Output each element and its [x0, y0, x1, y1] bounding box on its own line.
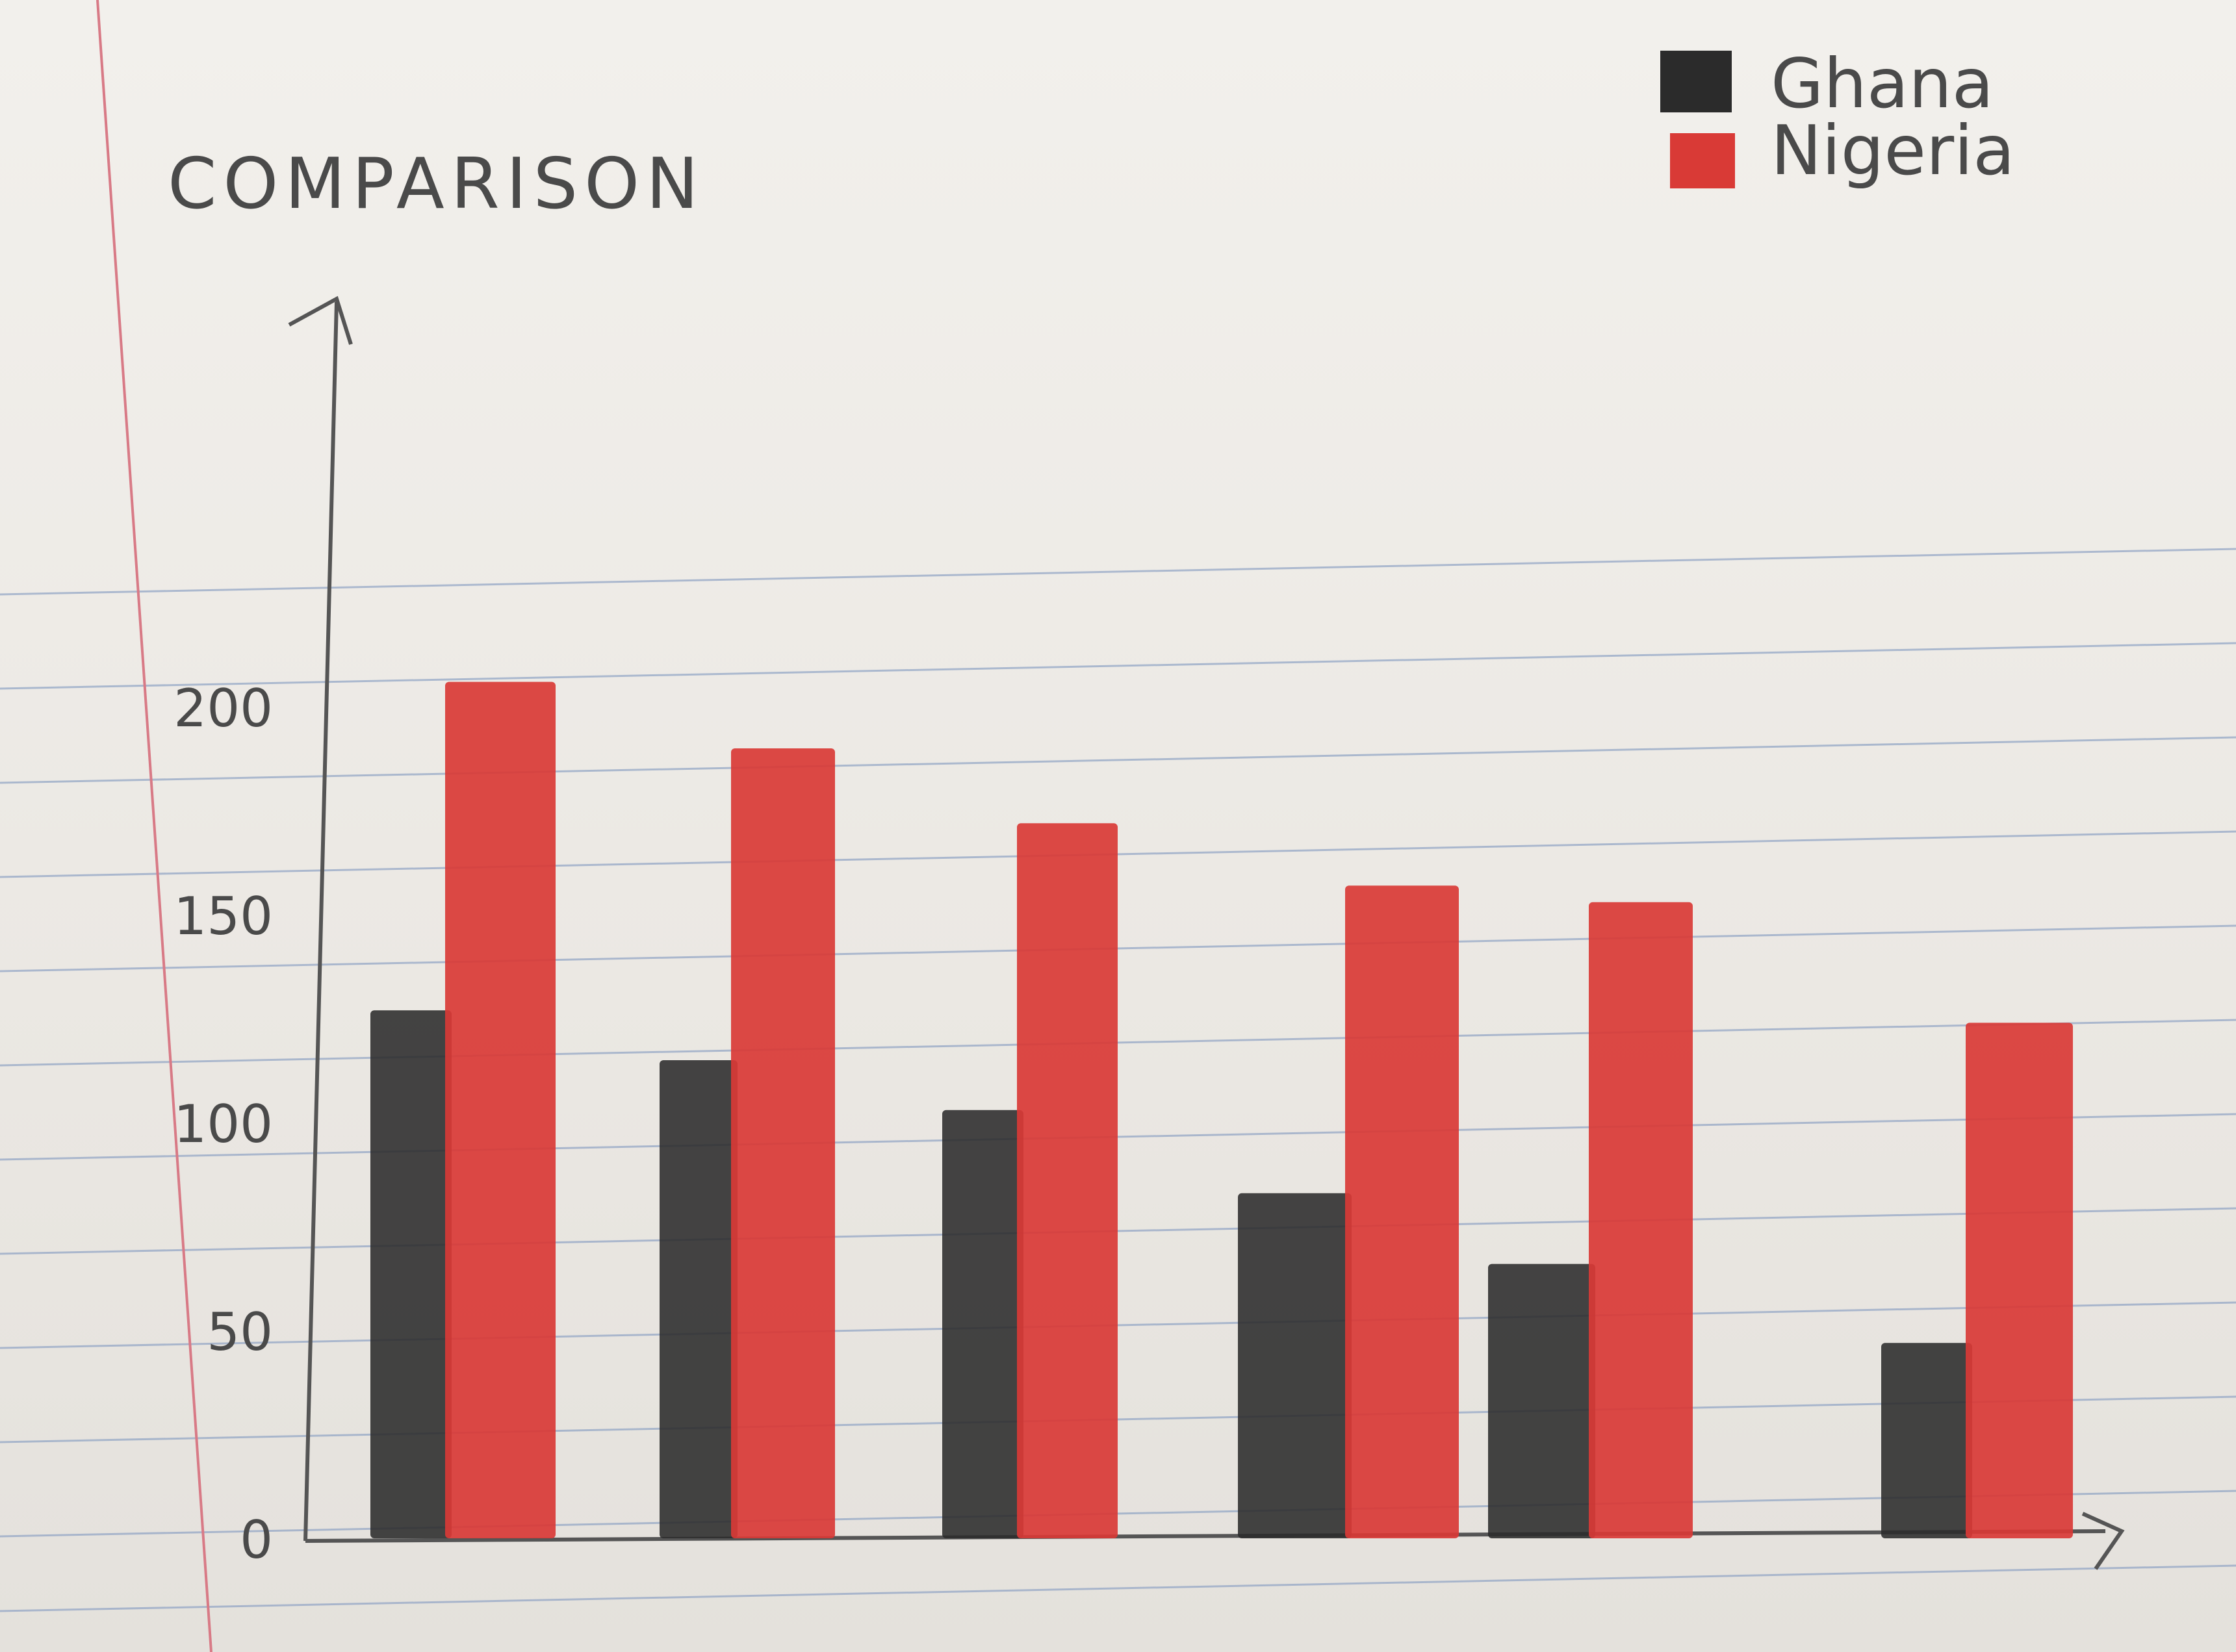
bar-nigeria-2 — [731, 748, 835, 1538]
ruled-line — [0, 548, 2236, 596]
axes — [288, 296, 2125, 1570]
y-axis-arrow — [288, 296, 353, 345]
y-tick-labels: 0 50 100 150 200 — [173, 678, 273, 1570]
chart-title: COMPARISON — [168, 144, 705, 225]
bar-ghana-2 — [660, 1060, 738, 1538]
y-tick-label: 200 — [173, 678, 273, 739]
legend: Ghana Nigeria — [1660, 44, 2015, 190]
y-tick-label: 150 — [173, 886, 273, 947]
y-axis — [303, 301, 339, 1542]
ruled-line — [0, 924, 2236, 972]
bar-ghana-1 — [370, 1010, 452, 1538]
y-tick-label: 100 — [173, 1094, 273, 1154]
ruled-line — [0, 1564, 2236, 1612]
bar-nigeria-1 — [445, 681, 556, 1538]
bar-ghana-3 — [942, 1110, 1023, 1538]
ruled-line — [0, 1113, 2236, 1161]
bar-nigeria-5 — [1589, 902, 1693, 1538]
legend-label-ghana: Ghana — [1771, 44, 1994, 123]
ruled-line — [0, 1019, 2236, 1067]
bar-nigeria-6 — [1966, 1023, 2073, 1538]
y-tick-label: 50 — [207, 1302, 273, 1362]
legend-swatch-ghana — [1660, 51, 1732, 112]
ruled-line — [0, 736, 2236, 784]
bar-nigeria-3 — [1017, 823, 1118, 1538]
y-tick-label: 0 — [240, 1510, 273, 1570]
margin-line — [96, 0, 212, 1652]
ruled-line — [0, 642, 2236, 690]
legend-label-nigeria: Nigeria — [1771, 111, 2015, 190]
ruled-line — [0, 1207, 2236, 1255]
bars — [370, 681, 2073, 1538]
x-axis — [305, 1529, 2106, 1543]
legend-swatch-nigeria — [1670, 133, 1735, 188]
bar-ghana-5 — [1488, 1264, 1595, 1538]
bar-ghana-6 — [1881, 1343, 1972, 1538]
bar-nigeria-4 — [1345, 885, 1459, 1538]
bar-ghana-4 — [1238, 1193, 1352, 1538]
x-axis-arrow — [2081, 1512, 2125, 1570]
ruled-line — [0, 1301, 2236, 1349]
ruled-line — [0, 830, 2236, 878]
